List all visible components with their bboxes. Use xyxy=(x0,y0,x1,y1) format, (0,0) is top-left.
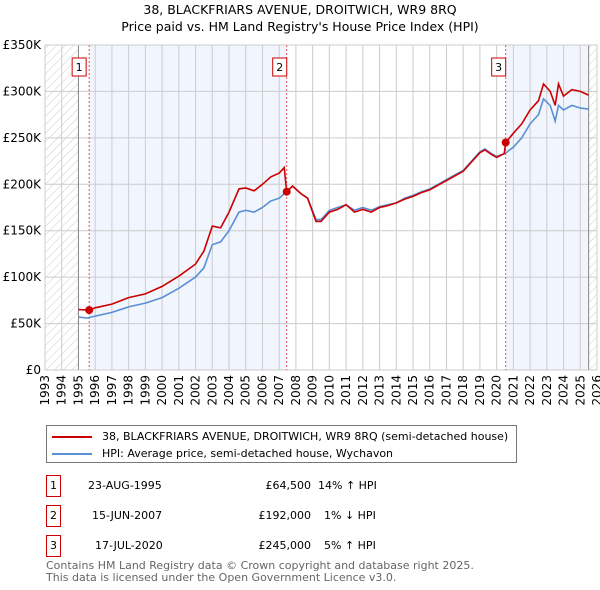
y-tick-label: £350K xyxy=(3,38,43,52)
y-tick-label: £0 xyxy=(26,363,41,377)
sale-label: 1 xyxy=(76,61,83,74)
x-tick-label: 2013 xyxy=(373,375,387,406)
sale-marker-label: 2 xyxy=(46,505,61,527)
sale-hpi-diff: 1% ↓ HPI xyxy=(324,509,376,522)
sale-marker-label: 1 xyxy=(46,475,61,497)
x-tick-label: 2024 xyxy=(557,375,571,406)
x-tick-label: 2017 xyxy=(439,375,453,406)
sale-label-box xyxy=(272,57,288,77)
sale-point xyxy=(501,138,510,147)
sale-hpi-diff: 5% ↑ HPI xyxy=(324,539,376,552)
x-tick-label: 2011 xyxy=(339,375,353,406)
y-tick-label: £150K xyxy=(3,224,43,238)
hpi-line xyxy=(78,97,589,319)
sale-date: 15-JUN-2007 xyxy=(92,509,163,522)
x-tick-label: 2015 xyxy=(406,375,420,406)
x-tick-label: 2019 xyxy=(473,375,487,406)
sale-label: 2 xyxy=(276,61,283,74)
legend-swatch-blue xyxy=(52,452,92,455)
y-tick-label: £300K xyxy=(3,84,43,98)
sale-row: 2 15-JUN-2007 £192,000 1% ↓ HPI xyxy=(46,505,446,527)
no-data-hatch xyxy=(588,45,597,370)
x-tick-label: 2021 xyxy=(506,375,520,406)
x-tick-label: 2016 xyxy=(423,375,437,406)
x-tick-label: 2014 xyxy=(389,375,403,406)
sale-hpi-diff: 14% ↑ HPI xyxy=(318,479,377,492)
x-tick-label: 2010 xyxy=(322,375,336,406)
plot-frame xyxy=(44,44,598,371)
legend-label: HPI: Average price, semi-detached house,… xyxy=(102,447,394,460)
sale-row: 1 23-AUG-1995 £64,500 14% ↑ HPI xyxy=(46,475,446,497)
footer-copyright: Contains HM Land Registry data © Crown c… xyxy=(46,559,474,572)
x-tick-label: 2023 xyxy=(540,375,554,406)
x-tick-label: 1994 xyxy=(55,375,69,406)
y-tick-label: £200K xyxy=(3,177,43,191)
chart-subtitle: Price paid vs. HM Land Registry's House … xyxy=(121,19,478,34)
x-tick-label: 2018 xyxy=(456,375,470,406)
x-tick-label: 2022 xyxy=(523,375,537,406)
x-tick-label: 1999 xyxy=(138,375,152,406)
x-tick-label: 2001 xyxy=(172,375,186,406)
legend: 38, BLACKFRIARS AVENUE, DROITWICH, WR9 8… xyxy=(46,425,518,463)
x-tick-label: 2020 xyxy=(490,375,504,406)
legend-swatch-red xyxy=(52,435,92,438)
x-tick-label: 2012 xyxy=(356,375,370,406)
property-price-line xyxy=(78,81,589,311)
x-tick-label: 2009 xyxy=(306,375,320,406)
sale-marker-label: 3 xyxy=(46,535,61,557)
x-tick-label: 2004 xyxy=(222,375,236,406)
x-tick-label: 1997 xyxy=(105,375,119,406)
x-tick-label: 1998 xyxy=(122,375,136,406)
sale-row: 3 17-JUL-2020 £245,000 5% ↑ HPI xyxy=(46,535,446,557)
x-tick-label: 1993 xyxy=(38,375,52,406)
sale-point xyxy=(85,306,94,315)
sale-period-shade xyxy=(89,45,287,370)
x-tick-label: 2003 xyxy=(205,375,219,406)
sale-price: £64,500 xyxy=(265,479,312,492)
chart-title: 38, BLACKFRIARS AVENUE, DROITWICH, WR9 8… xyxy=(143,2,456,17)
sale-label: 3 xyxy=(495,61,502,74)
x-tick-label: 2026 xyxy=(590,375,600,406)
sale-price: £245,000 xyxy=(258,539,312,552)
x-tick-label: 2005 xyxy=(239,375,253,406)
x-tick-label: 1995 xyxy=(71,375,85,406)
x-tick-label: 2007 xyxy=(272,375,286,406)
x-tick-label: 2002 xyxy=(189,375,203,406)
y-tick-label: £50K xyxy=(10,317,42,331)
legend-item-hpi: HPI: Average price, semi-detached house,… xyxy=(52,445,508,462)
legend-item-property: 38, BLACKFRIARS AVENUE, DROITWICH, WR9 8… xyxy=(52,428,508,445)
sale-label-box xyxy=(491,57,507,77)
legend-label: 38, BLACKFRIARS AVENUE, DROITWICH, WR9 8… xyxy=(102,430,509,443)
footer: Contains HM Land Registry data © Crown c… xyxy=(46,560,474,584)
footer-licence: This data is licensed under the Open Gov… xyxy=(46,571,397,584)
price-chart: 38, BLACKFRIARS AVENUE, DROITWICH, WR9 8… xyxy=(3,2,600,406)
y-tick-label: £250K xyxy=(3,131,43,145)
x-tick-label: 2025 xyxy=(573,375,587,406)
sale-point xyxy=(282,187,291,196)
y-tick-label: £100K xyxy=(3,270,43,284)
sale-date: 23-AUG-1995 xyxy=(88,479,162,492)
sale-date: 17-JUL-2020 xyxy=(95,539,163,552)
sale-price: £192,000 xyxy=(258,509,312,522)
x-tick-label: 2008 xyxy=(289,375,303,406)
sale-label-box xyxy=(71,57,87,77)
x-tick-label: 1996 xyxy=(88,375,102,406)
x-tick-label: 2000 xyxy=(155,375,169,406)
x-tick-label: 2006 xyxy=(255,375,269,406)
